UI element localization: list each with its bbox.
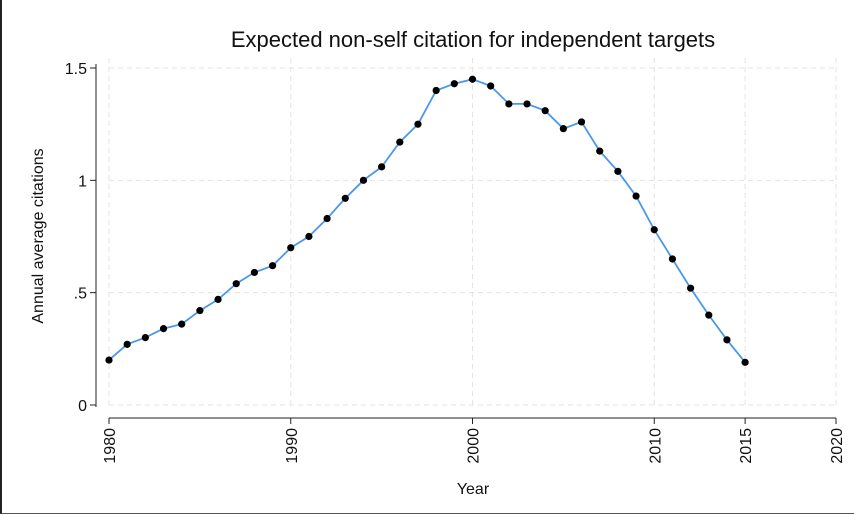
- series-line: [108, 78, 746, 363]
- x-tick-label: 2015: [738, 428, 755, 464]
- data-point: [123, 340, 131, 348]
- x-tick-label: 1980: [102, 428, 119, 464]
- data-point: [559, 125, 567, 133]
- x-tick-label: 2000: [466, 428, 483, 464]
- x-axis-label: Year: [457, 481, 490, 498]
- grid-lines: [108, 58, 837, 409]
- y-tick-label: .5: [74, 286, 87, 303]
- data-point: [305, 232, 313, 241]
- data-point: [341, 194, 349, 202]
- data-point: [741, 358, 749, 366]
- data-point: [105, 356, 113, 364]
- data-point: [159, 325, 168, 333]
- data-point: [614, 167, 622, 175]
- data-point: [577, 118, 586, 126]
- data-point: [687, 284, 695, 292]
- data-point: [450, 80, 458, 88]
- y-axis-ticks: 0 .5 1 1.5: [65, 61, 96, 415]
- data-point: [432, 86, 440, 95]
- data-point: [287, 244, 295, 252]
- data-point: [359, 176, 368, 184]
- data-point: [141, 334, 149, 342]
- data-point: [632, 192, 640, 200]
- x-tick-label: 2010: [647, 428, 664, 464]
- data-point: [723, 336, 731, 344]
- data-point: [668, 255, 677, 263]
- data-point: [323, 214, 331, 223]
- data-point: [196, 307, 204, 315]
- y-tick-label: 1: [78, 173, 87, 190]
- data-point: [178, 320, 186, 328]
- data-point: [596, 147, 604, 155]
- y-tick-label: 1.5: [65, 61, 87, 78]
- data-point: [650, 226, 658, 234]
- data-point: [487, 82, 495, 90]
- axes: [95, 64, 836, 419]
- y-axis-label: Annual average citations: [30, 148, 47, 323]
- x-tick-label: 2020: [829, 428, 846, 464]
- data-point: [268, 262, 277, 270]
- x-tick-label: 1990: [284, 428, 301, 464]
- data-point: [468, 75, 477, 83]
- data-point: [396, 138, 404, 146]
- data-point: [214, 295, 222, 304]
- data-markers: [105, 75, 749, 366]
- data-point: [378, 163, 386, 171]
- data-point: [705, 311, 713, 319]
- data-point: [232, 280, 240, 288]
- data-point: [505, 100, 513, 108]
- data-point: [523, 100, 531, 108]
- data-point: [414, 120, 422, 128]
- data-point: [250, 268, 258, 277]
- y-tick-label: 0: [78, 398, 87, 415]
- data-point: [541, 107, 549, 115]
- chart-title: Expected non-self citation for independe…: [231, 27, 715, 52]
- x-axis-ticks: 1980 1990 2000 2010 2015 2020: [102, 418, 846, 464]
